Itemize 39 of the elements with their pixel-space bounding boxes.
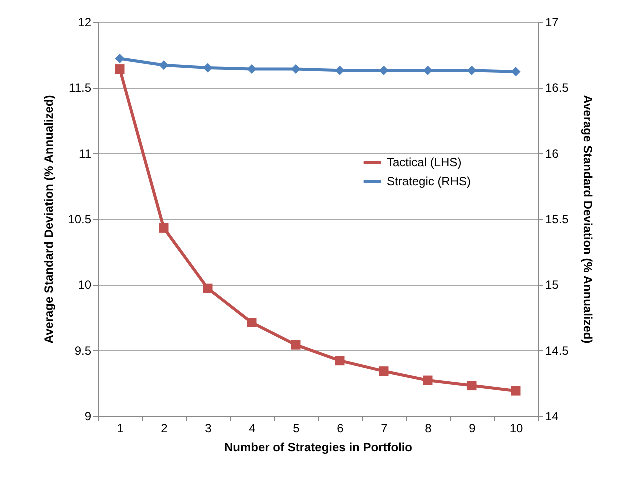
- y-tick-label: 10: [78, 278, 92, 292]
- point: [423, 376, 433, 386]
- y2-tick-label: 16: [546, 146, 560, 161]
- point: [511, 386, 521, 396]
- y2-tick-label: 15.5: [546, 212, 570, 226]
- y-tick-label: 9.5: [74, 344, 92, 358]
- point: [379, 366, 389, 376]
- point: [159, 223, 169, 233]
- y2-tick-label: 16.5: [546, 81, 570, 96]
- point: [115, 64, 125, 74]
- x-tick-label: 7: [381, 422, 388, 436]
- point: [467, 381, 477, 391]
- x-tick-label: 9: [469, 422, 476, 436]
- point: [335, 356, 345, 366]
- y-tick-label: 10.5: [68, 212, 92, 226]
- point: [203, 284, 213, 294]
- x-tick-label: 4: [249, 422, 256, 436]
- x-axis-title: Number of Strategies in Portfolio: [224, 440, 413, 454]
- x-tick-label: 2: [161, 422, 168, 436]
- y-axis-title: Average Standard Deviation (% Annualized): [42, 95, 56, 344]
- x-tick-label: 10: [510, 422, 524, 436]
- y-tick-label: 12: [78, 16, 92, 30]
- y2-tick-label: 17: [546, 16, 560, 30]
- x-tick-label: 8: [425, 422, 432, 436]
- y-tick-label: 11.5: [69, 81, 92, 96]
- y-tick-label: 9: [84, 410, 92, 424]
- x-tick-label: 1: [117, 422, 124, 436]
- y2-axis-title: Average Standard Deviation (% Annualized): [580, 95, 595, 344]
- point: [291, 340, 301, 350]
- x-tick-label: 3: [205, 422, 212, 436]
- point: [247, 318, 257, 328]
- x-tick-label: 6: [337, 422, 344, 436]
- legend-label: Strategic (RHS): [387, 174, 472, 189]
- legend-label: Tactical (LHS): [387, 156, 462, 170]
- y2-tick-label: 14: [546, 410, 560, 424]
- x-tick-label: 5: [293, 422, 300, 436]
- y-tick-label: 11: [79, 146, 92, 161]
- y2-tick-label: 14.5: [546, 344, 570, 358]
- y2-tick-label: 15: [546, 278, 560, 292]
